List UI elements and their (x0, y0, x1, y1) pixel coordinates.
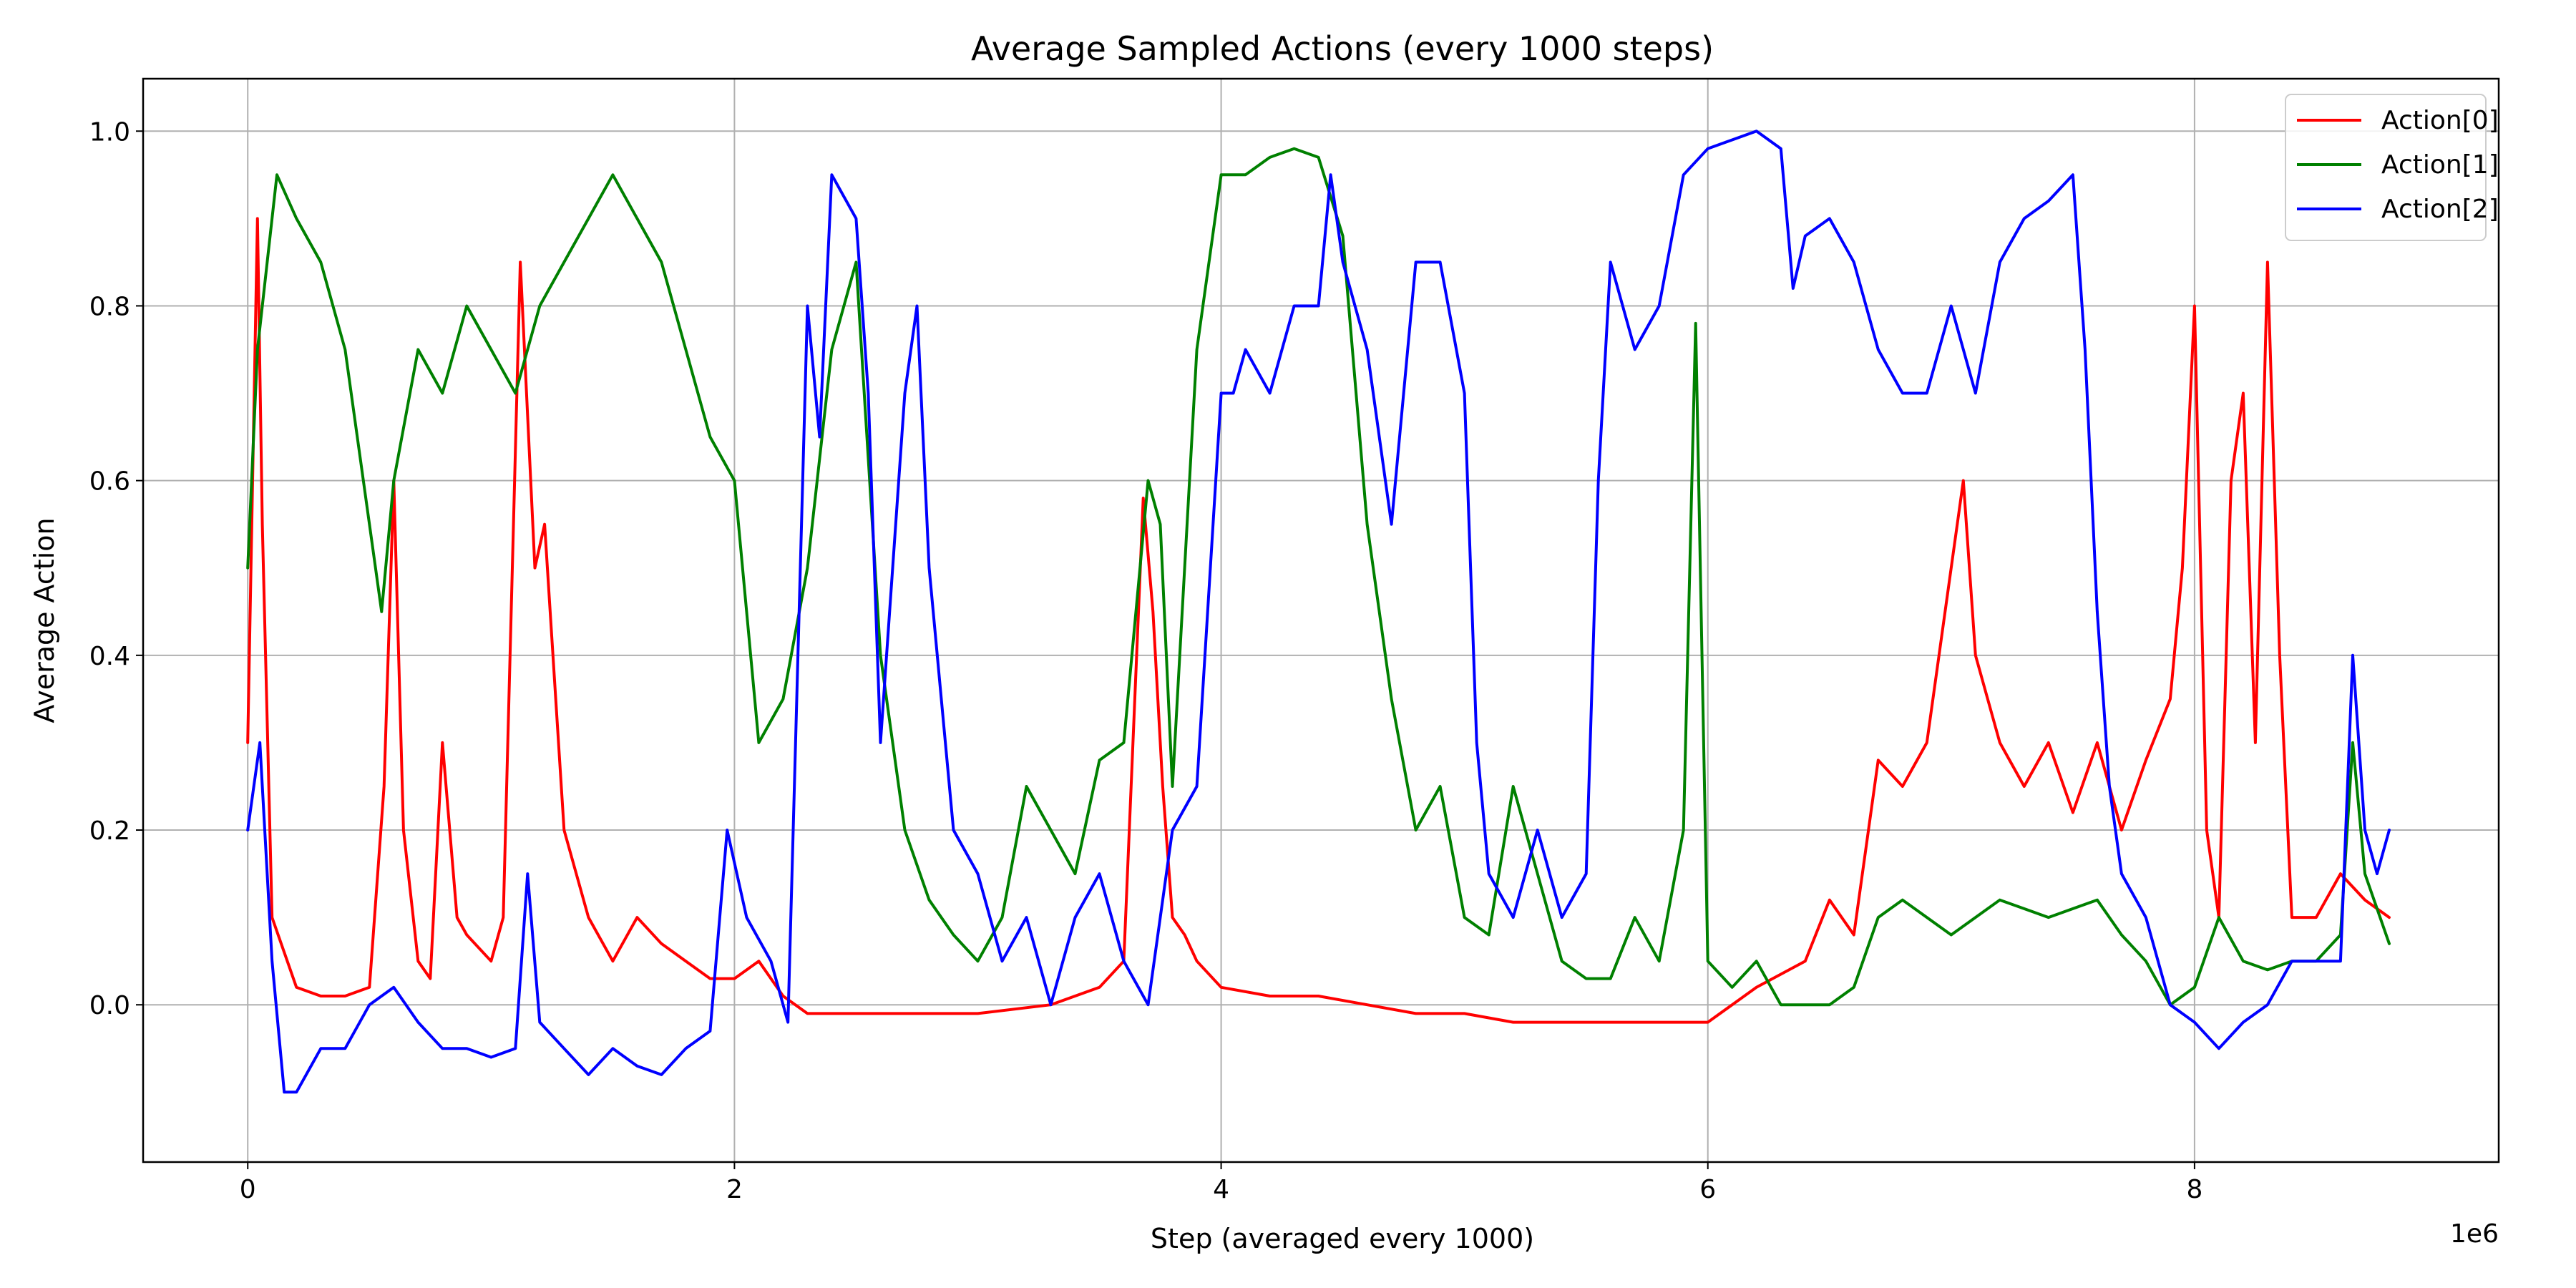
series-line-0 (246, 217, 2391, 1024)
x-tick-label: 4 (1213, 1175, 1229, 1204)
grid-lines (143, 79, 2499, 1162)
series-line-1 (246, 147, 2391, 1007)
y-tick-label: 1.0 (89, 117, 130, 147)
x-tick-label: 8 (2186, 1175, 2202, 1204)
legend-frame (2285, 94, 2487, 241)
plot-frame (142, 77, 2500, 1163)
x-tick-label: 2 (726, 1175, 743, 1204)
series-group (246, 130, 2391, 1094)
y-tick-label: 0.6 (89, 467, 130, 497)
x-tick-label: 6 (1699, 1175, 1716, 1204)
x-axis-label: Step (averaged every 1000) (1151, 1223, 1534, 1254)
y-tick-label: 0.2 (89, 816, 130, 846)
y-tick-label: 0.4 (89, 642, 130, 671)
y-axis-label: Average Action (29, 517, 60, 723)
y-tick-label: 0.0 (89, 991, 130, 1020)
axis-ticks: 0 2 4 6 8 0.0 0.2 0.4 0.6 0.8 1.0 (89, 117, 2203, 1204)
y-tick-label: 0.8 (89, 292, 130, 321)
series-line-2 (246, 130, 2391, 1094)
legend-label-2: Action[2] (2381, 195, 2499, 224)
chart-title: Average Sampled Actions (every 1000 step… (971, 29, 1714, 68)
legend-label-0: Action[0] (2381, 106, 2499, 135)
x-axis-scale-offset: 1e6 (2450, 1219, 2499, 1249)
legend-label-1: Action[1] (2381, 150, 2499, 180)
legend: Action[0] Action[1] Action[2] (2285, 94, 2499, 241)
x-tick-label: 0 (240, 1175, 256, 1204)
